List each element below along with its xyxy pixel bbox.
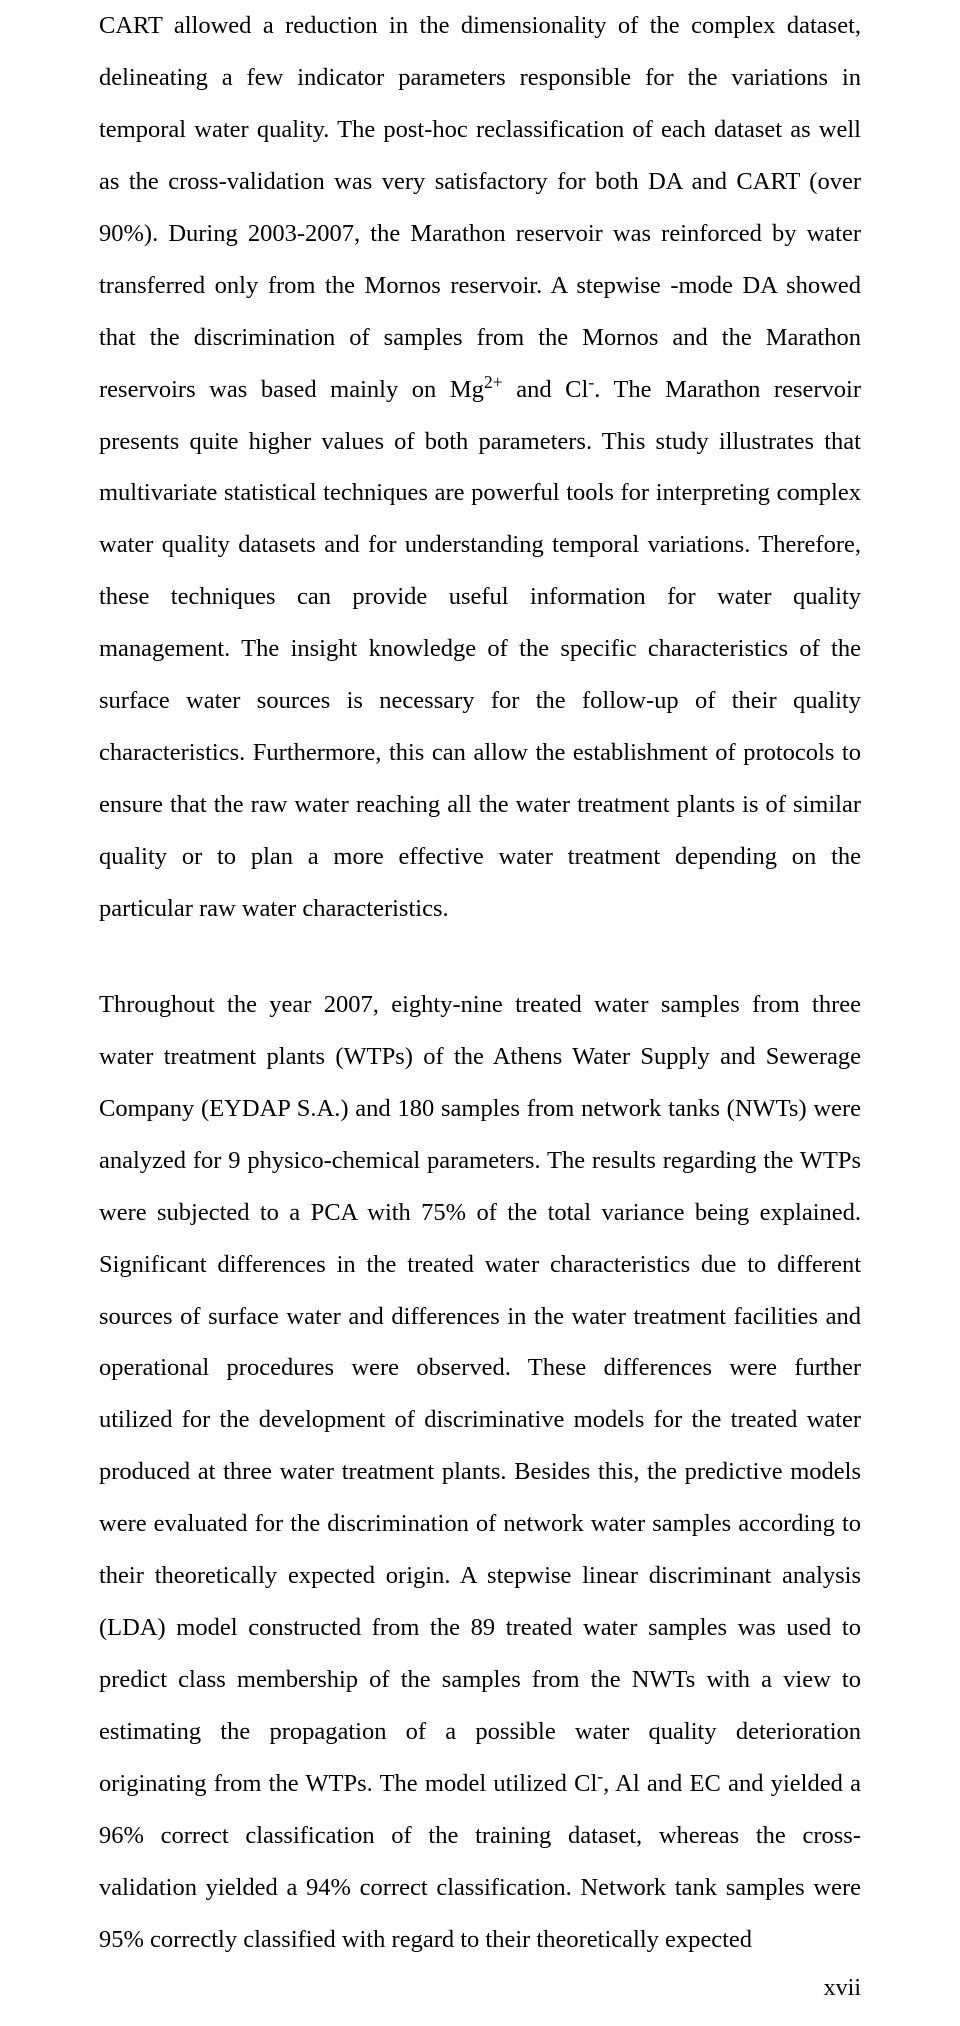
paragraph-2: Throughout the year 2007, eighty-nine tr… xyxy=(99,979,861,1966)
paragraph-2-text-b: , Al and EC and yielded a 96% correct cl… xyxy=(99,1770,861,1953)
paragraph-2-text-a: Throughout the year 2007, eighty-nine tr… xyxy=(99,991,861,1797)
mg-superscript: 2+ xyxy=(484,371,503,391)
paragraph-1-text-a: CART allowed a reduction in the dimensio… xyxy=(99,12,861,403)
paragraph-1-text-c: . The Marathon reservoir presents quite … xyxy=(99,376,861,922)
paragraph-1: CART allowed a reduction in the dimensio… xyxy=(99,0,861,935)
page-number: xvii xyxy=(824,1975,861,2002)
document-page: CART allowed a reduction in the dimensio… xyxy=(0,0,960,2026)
paragraph-1-text-b: and Cl xyxy=(503,376,589,403)
